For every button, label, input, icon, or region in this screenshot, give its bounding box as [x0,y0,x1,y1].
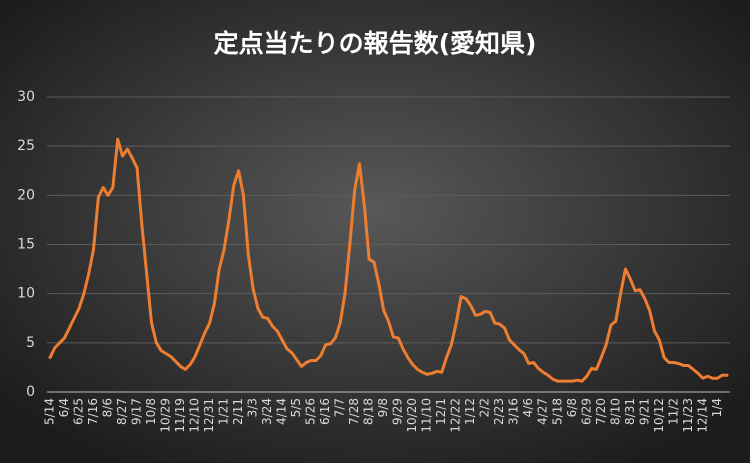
x-tick-label: 6/25 [72,398,86,425]
x-tick-label: 10/29 [159,398,173,433]
y-tick-label: 25 [17,138,35,154]
x-tick-label: 4/14 [275,398,289,425]
y-tick-label: 5 [26,335,35,351]
x-tick-label: 5/18 [550,398,564,425]
x-tick-label: 6/8 [565,398,579,417]
x-tick-label: 5/26 [304,398,318,425]
x-tick-label: 1/21 [217,398,231,425]
x-tick-label: 11/23 [681,398,695,433]
x-tick-label: 9/17 [130,398,144,425]
x-tick-label: 9/29 [391,398,405,425]
x-tick-label: 4/6 [521,398,535,417]
x-tick-label: 8/10 [608,398,622,425]
x-tick-label: 11/2 [666,398,680,425]
x-tick-label: 7/16 [86,398,100,425]
x-tick-label: 9/8 [376,398,390,417]
x-tick-label: 1/4 [710,398,724,417]
x-tick-label: 5/14 [43,398,57,425]
y-tick-label: 0 [26,384,35,400]
x-tick-label: 4/27 [536,398,550,425]
y-tick-label: 30 [17,89,35,105]
y-tick-label: 15 [17,237,35,253]
x-tick-label: 3/24 [260,398,274,425]
x-tick-label: 6/4 [57,398,71,417]
x-tick-label: 8/6 [101,398,115,417]
x-tick-label: 7/28 [347,398,361,425]
x-tick-label: 12/1 [434,398,448,425]
x-tick-label: 7/20 [594,398,608,425]
x-tick-label: 6/29 [579,398,593,425]
y-tick-label: 20 [17,187,35,203]
data-line [48,137,729,383]
x-tick-label: 11/10 [420,398,434,433]
x-tick-label: 1/12 [463,398,477,425]
x-tick-label: 2/11 [231,398,245,425]
x-tick-label: 6/16 [318,398,332,425]
x-tick-label: 12/22 [449,398,463,433]
chart-title: 定点当たりの報告数(愛知県) [214,29,537,58]
x-tick-label: 7/7 [333,398,347,417]
x-tick-label: 12/10 [188,398,202,433]
x-tick-label: 8/31 [623,398,637,425]
x-tick-label: 12/31 [202,398,216,433]
x-tick-label: 8/27 [115,398,129,425]
x-tick-label: 2/2 [478,398,492,417]
x-tick-label: 10/12 [652,398,666,433]
x-tick-label: 3/16 [507,398,521,425]
x-tick-label: 10/20 [405,398,419,433]
x-tick-label: 10/8 [144,398,158,425]
x-tick-label: 11/19 [173,398,187,433]
x-tick-label: 12/14 [695,398,709,433]
y-tick-label: 10 [17,286,35,302]
x-tick-label: 2/23 [492,398,506,425]
x-tick-label: 9/21 [637,398,651,425]
x-tick-label: 8/18 [362,398,376,425]
x-tick-label: 3/3 [246,398,260,417]
x-tick-label: 5/5 [289,398,303,417]
